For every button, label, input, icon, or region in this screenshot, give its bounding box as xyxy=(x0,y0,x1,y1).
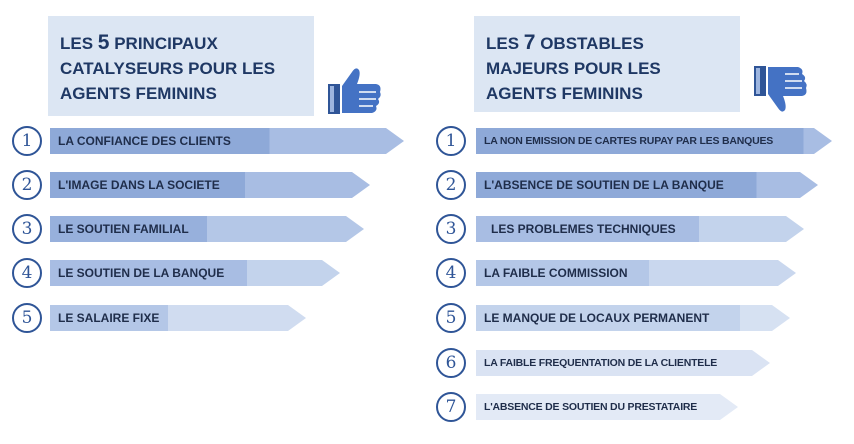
left-item-3: 3 LE SOUTIEN FAMILIAL xyxy=(12,214,412,244)
item-label: LE SOUTIEN DE LA BANQUE xyxy=(58,266,225,280)
left-title-box: LES 5 PRINCIPAUX CATALYSEURS POUR LES AG… xyxy=(48,16,314,116)
right-title-suffix: OBSTABLES xyxy=(535,34,644,53)
number-circle: 2 xyxy=(12,170,42,200)
item-label: LA NON EMISSION DE CARTES RUPAY PAR LES … xyxy=(484,135,774,147)
right-item-7: 7 L'ABSENCE DE SOUTIEN DU PRESTATAIRE xyxy=(436,392,846,422)
number-circle: 4 xyxy=(436,258,466,288)
right-item-2: 2 L'ABSENCE DE SOUTIEN DE LA BANQUE xyxy=(436,170,846,200)
left-title-number: 5 xyxy=(97,31,110,54)
arrow-shape xyxy=(476,305,790,331)
item-label: LE SOUTIEN FAMILIAL xyxy=(58,222,189,236)
number-circle: 1 xyxy=(12,126,42,156)
number-circle: 4 xyxy=(12,258,42,288)
arrow-shape xyxy=(50,128,404,154)
arrow-shape xyxy=(50,305,306,331)
item-label: L'IMAGE DANS LA SOCIETE xyxy=(58,178,220,192)
thumbs-up-icon xyxy=(328,68,381,114)
right-title-number: 7 xyxy=(523,31,536,54)
arrow-shape xyxy=(476,216,804,242)
arrow-shape xyxy=(50,260,340,286)
arrow-shape xyxy=(476,260,796,286)
number-circle: 5 xyxy=(436,303,466,333)
number-circle: 3 xyxy=(436,214,466,244)
right-item-1: 1 LA NON EMISSION DE CARTES RUPAY PAR LE… xyxy=(436,126,846,156)
left-title-prefix: LES xyxy=(60,34,98,53)
right-title-line3: AGENTS FEMININS xyxy=(486,84,643,103)
number-circle: 6 xyxy=(436,348,466,378)
number-circle: 2 xyxy=(436,170,466,200)
number-circle: 5 xyxy=(12,303,42,333)
item-label: LA FAIBLE FREQUENTATION DE LA CLIENTELE xyxy=(484,357,718,369)
left-title-suffix: PRINCIPAUX xyxy=(109,34,218,53)
arrow-shape xyxy=(476,350,770,376)
left-item-2: 2 L'IMAGE DANS LA SOCIETE xyxy=(12,170,412,200)
item-label: L'ABSENCE DE SOUTIEN DE LA BANQUE xyxy=(484,178,724,192)
arrow-shape xyxy=(476,128,832,154)
arrow-shape xyxy=(476,394,738,420)
number-circle: 1 xyxy=(436,126,466,156)
item-label: LES PROBLEMES TECHNIQUES xyxy=(491,222,676,236)
arrow-shape xyxy=(50,172,370,198)
thumbs-down-icon xyxy=(754,66,807,112)
left-item-5: 5 LE SALAIRE FIXE xyxy=(12,303,412,333)
left-item-4: 4 LE SOUTIEN DE LA BANQUE xyxy=(12,258,412,288)
left-title-line2: CATALYSEURS POUR LES xyxy=(60,59,276,78)
item-label: LA FAIBLE COMMISSION xyxy=(484,266,628,280)
left-title-line3: AGENTS FEMININS xyxy=(60,84,217,103)
right-item-6: 6 LA FAIBLE FREQUENTATION DE LA CLIENTEL… xyxy=(436,348,846,378)
right-item-5: 5 LE MANQUE DE LOCAUX PERMANENT xyxy=(436,303,846,333)
item-label: LA CONFIANCE DES CLIENTS xyxy=(58,134,231,148)
item-label: LE SALAIRE FIXE xyxy=(58,311,160,325)
right-item-3: 3 LES PROBLEMES TECHNIQUES xyxy=(436,214,846,244)
item-label: LE MANQUE DE LOCAUX PERMANENT xyxy=(484,311,710,325)
left-item-1: 1 LA CONFIANCE DES CLIENTS xyxy=(12,126,412,156)
number-circle: 3 xyxy=(12,214,42,244)
right-title-line2: MAJEURS POUR LES xyxy=(486,59,661,78)
right-item-4: 4 LA FAIBLE COMMISSION xyxy=(436,258,846,288)
number-circle: 7 xyxy=(436,392,466,422)
item-label: L'ABSENCE DE SOUTIEN DU PRESTATAIRE xyxy=(484,401,698,413)
arrow-shape xyxy=(50,216,364,242)
arrow-shape xyxy=(476,172,818,198)
right-title-box: LES 7 OBSTABLES MAJEURS POUR LES AGENTS … xyxy=(474,16,740,112)
right-title-prefix: LES xyxy=(486,34,524,53)
